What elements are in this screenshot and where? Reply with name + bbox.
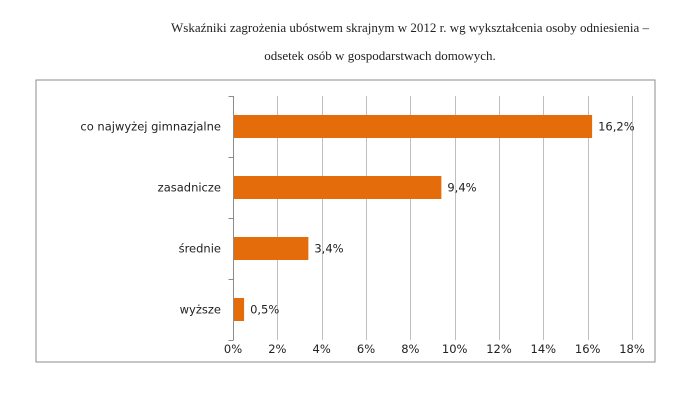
x-tick-label: 14% — [531, 342, 557, 356]
data-label: 9,4% — [447, 181, 476, 195]
category-label: zasadnicze — [158, 181, 221, 195]
category-label: wyższe — [180, 303, 221, 317]
x-tick-label: 18% — [619, 342, 645, 356]
bar — [234, 298, 245, 321]
category-labels: co najwyżej gimnazjalne zasadnicze średnie… — [80, 120, 221, 317]
x-tick-label: 16% — [575, 342, 601, 356]
data-label: 0,5% — [250, 303, 279, 317]
x-tick-label: 4% — [313, 342, 331, 356]
bar — [234, 115, 593, 138]
category-label: średnie — [179, 242, 221, 256]
x-tick-labels: 0% 2% 4% 6% 8% 10% 12% 14% 16% 18% — [224, 342, 645, 356]
data-label: 3,4% — [314, 242, 343, 256]
bars — [234, 115, 593, 321]
category-label: co najwyżej gimnazjalne — [80, 120, 221, 134]
bar — [234, 237, 309, 260]
x-tick-label: 0% — [224, 342, 242, 356]
x-tick-label: 8% — [401, 342, 419, 356]
data-label: 16,2% — [598, 120, 635, 134]
x-tick-label: 12% — [486, 342, 512, 356]
chart-title-line-2: odsetek osób w gospodarstwach domowych. — [264, 48, 496, 63]
y-axis — [228, 96, 234, 341]
x-tick-label: 10% — [442, 342, 468, 356]
data-labels: 16,2% 9,4% 3,4% 0,5% — [250, 120, 635, 317]
x-tick-label: 2% — [268, 342, 286, 356]
bar — [234, 176, 442, 199]
chart-title-line-1: Wskaźniki zagrożenia ubóstwem skrajnym w… — [171, 20, 649, 35]
x-tick-label: 6% — [357, 342, 375, 356]
